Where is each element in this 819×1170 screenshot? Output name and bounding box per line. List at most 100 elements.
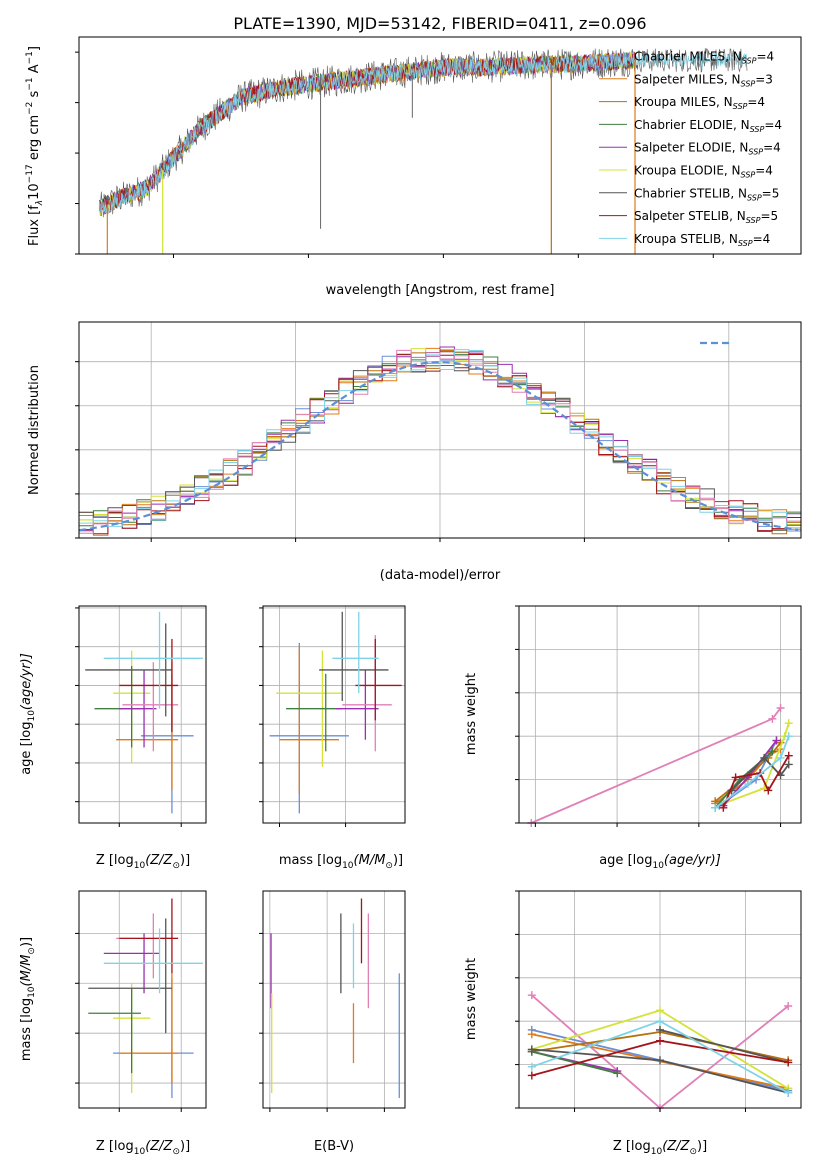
age-massweight-panel: age [log10(age/yr)] mass weight xyxy=(464,605,802,871)
plus-marker xyxy=(527,1045,536,1054)
y-axis-label: mass weight xyxy=(464,673,479,755)
x-axis-label: wavelength [Angstrom, rest frame] xyxy=(326,283,555,298)
mass-weight-line xyxy=(531,1050,618,1075)
legend-entry: Salpeter MILES, NSSP=3 xyxy=(634,72,773,88)
label-part: wavelength [Angstrom, rest frame] xyxy=(326,283,555,298)
label-part: =4 xyxy=(747,95,765,109)
label-part: Salpeter ELODIE, N xyxy=(634,141,748,155)
spectrum-series-line xyxy=(98,48,748,218)
y-axis-label: Normed distribution xyxy=(27,365,42,495)
legend-entry: Kroupa ELODIE, NSSP=4 xyxy=(634,164,773,180)
label-part: mass [log xyxy=(19,998,34,1061)
legend-entry: Chabrier MILES, NSSP=4 xyxy=(634,50,774,66)
label-part: ⊙ xyxy=(385,861,393,871)
legend-entry: Salpeter STELIB, NSSP=5 xyxy=(634,209,778,225)
label-part: Kroupa STELIB, N xyxy=(634,232,738,246)
x-axis-label: Z [log10(Z/Z⊙)] xyxy=(613,1139,707,1157)
x-axis-label: age [log10(age/yr)] xyxy=(599,853,721,871)
label-part: Salpeter MILES, N xyxy=(634,72,741,86)
label-part: =4 xyxy=(753,232,771,246)
plus-marker xyxy=(527,1071,536,1080)
label-part: −1 xyxy=(25,51,35,64)
x-axis-label: E(B-V) xyxy=(314,1139,354,1154)
plus-marker xyxy=(527,1030,536,1039)
plus-marker xyxy=(656,1025,664,1034)
ebv-mass-panel: E(B-V) xyxy=(259,890,406,1154)
legend-entry: Chabrier STELIB, NSSP=5 xyxy=(634,186,779,202)
plus-marker xyxy=(784,751,793,760)
y-axis-label: mass [log10(M/M⊙)] xyxy=(19,937,37,1061)
plus-marker xyxy=(731,773,740,782)
label-part: SSP xyxy=(748,148,763,157)
plus-marker xyxy=(764,786,773,795)
figure-title: PLATE=1390, MJD=53142, FIBERID=0411, z=0… xyxy=(233,14,646,33)
legend-entry: Kroupa STELIB, NSSP=4 xyxy=(634,232,770,248)
axes-frame xyxy=(78,890,207,1109)
y-axis-label: mass weight xyxy=(464,958,479,1040)
label-part: ⊙ xyxy=(689,1147,697,1157)
mass-weight-line xyxy=(530,707,782,824)
label-part: A xyxy=(27,64,42,77)
axes-frame xyxy=(78,36,802,255)
y-axis-label: age [log10(age/yr)] xyxy=(19,653,37,775)
mass-age-panel: mass [log10(M/M⊙)] xyxy=(259,605,406,871)
label-part: age [log xyxy=(599,853,652,868)
label-part: E(B-V) xyxy=(314,1139,354,1154)
plus-marker xyxy=(784,760,793,769)
plus-marker xyxy=(784,1088,793,1097)
plus-marker xyxy=(784,1002,793,1011)
axes-frame xyxy=(518,605,802,824)
plus-marker xyxy=(776,753,785,762)
label-part: mass [log xyxy=(279,853,342,868)
plus-marker xyxy=(784,732,793,741)
label-part: Chabrier ELODIE, N xyxy=(634,118,750,132)
label-part: Chabrier MILES, N xyxy=(634,50,742,64)
label-part: (Z/Z xyxy=(145,853,173,868)
plus-marker xyxy=(719,803,728,812)
x-axis-label: Z [log10(Z/Z⊙)] xyxy=(96,1139,190,1157)
plus-marker xyxy=(656,1006,664,1015)
label-part: ⊙ xyxy=(172,861,180,871)
plus-marker xyxy=(527,991,536,1000)
label-part: 10 xyxy=(27,183,42,200)
axes-frame xyxy=(262,605,406,824)
label-part: 10 xyxy=(651,1147,663,1157)
label-part: )] xyxy=(180,853,190,868)
plus-marker xyxy=(743,779,752,788)
z-mass-panel: Z [log10(Z/Z⊙)] mass [log10(M/M⊙)] xyxy=(19,890,207,1157)
label-part: )] xyxy=(19,937,34,947)
label-part: SSP xyxy=(733,102,748,111)
label-part: ] xyxy=(27,46,42,51)
plus-marker xyxy=(613,1069,622,1078)
label-part: −1 xyxy=(25,77,35,90)
label-part: (M/M xyxy=(354,853,386,868)
plus-marker xyxy=(760,753,769,762)
label-part: )] xyxy=(180,1139,190,1154)
x-axis-label: (data-model)/error xyxy=(380,568,501,583)
histogram-series xyxy=(78,349,801,538)
label-part: s xyxy=(27,90,42,101)
label-part: 10 xyxy=(134,1147,146,1157)
normal-curve xyxy=(78,360,799,532)
plus-marker xyxy=(784,719,793,728)
label-part: erg cm xyxy=(27,115,42,164)
label-part: =3 xyxy=(755,72,773,86)
label-part: −2 xyxy=(25,102,35,115)
label-part: SSP xyxy=(741,79,756,88)
plus-marker xyxy=(768,747,777,756)
plus-marker xyxy=(772,736,781,745)
label-part: (M/M xyxy=(19,955,34,987)
label-part: =4 xyxy=(763,141,781,155)
plus-marker xyxy=(656,1036,664,1045)
label-part: Salpeter STELIB, N xyxy=(634,209,746,223)
mass-weight-line xyxy=(714,735,790,809)
label-part: mass weight xyxy=(464,958,479,1040)
label-part: Z [log xyxy=(613,1139,651,1154)
z-massweight-panel: Z [log10(Z/Z⊙)] mass weight xyxy=(464,890,802,1157)
label-part: =4 xyxy=(764,118,782,132)
label-part: =5 xyxy=(760,209,778,223)
label-part: )] xyxy=(697,1139,707,1154)
plus-marker xyxy=(527,1062,536,1071)
label-part: mass weight xyxy=(464,673,479,755)
